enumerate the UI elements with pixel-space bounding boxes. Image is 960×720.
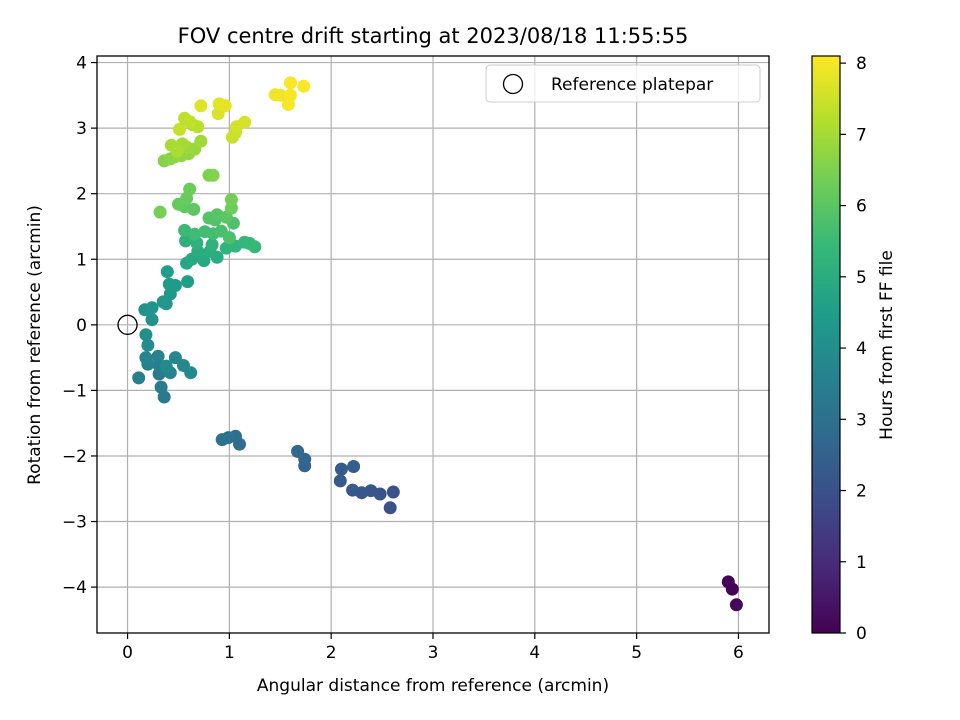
colorbar-tick-label: 2 [856,482,867,502]
colorbar: 0 1 2 3 4 5 6 7 8 Hours from first FF file [811,54,897,644]
legend-box [485,64,761,103]
reference-platepar-marker [117,314,138,335]
data-point [194,99,208,113]
data-point [222,231,236,245]
data-point [159,359,173,373]
x-tick-label: 3 [428,643,439,663]
data-point [168,279,182,292]
data-point [139,328,153,342]
data-point [173,122,186,136]
y-tick-label: −4 [62,578,87,598]
data-point [132,371,146,385]
legend-label: Reference platepar [551,75,713,95]
colorbar-tick-label: 1 [856,553,867,573]
data-point [168,351,182,365]
data-point [145,301,159,315]
legend-reference-marker [502,73,524,95]
x-tick-label: 1 [224,643,235,663]
data-point [346,483,360,497]
colorbar-tick-label: 8 [856,54,867,74]
data-point [141,338,155,352]
data-point [188,227,202,241]
data-point [284,88,297,102]
x-tick-label: 6 [733,643,744,663]
data-point [383,501,397,515]
colorbar-label: Hours from first FF file [877,250,897,440]
legend: Reference platepar [485,64,761,103]
data-point [160,265,174,279]
data-point [179,234,193,248]
grid [97,56,769,633]
colorbar-tick-label: 0 [856,624,867,644]
chart-title: FOV centre drift starting at 2023/08/18 … [178,24,689,48]
y-axis-label: Rotation from reference (arcmin) [25,205,45,485]
data-point [386,485,400,499]
colorbar-tick-label: 7 [856,125,867,145]
colorbar-gradient [812,56,840,633]
y-tick-label: 0 [76,316,87,336]
data-point [224,193,238,207]
x-tick-label: 2 [326,643,337,663]
data-point [183,115,197,129]
y-tick-label: 4 [76,54,87,74]
y-tick-label: 1 [76,250,87,270]
data-point [197,254,211,268]
data-point [181,275,195,289]
y-tick-label: −1 [62,381,87,401]
data-point [154,380,168,394]
x-tick-label: 4 [529,643,540,663]
x-tick-label: 5 [631,643,642,663]
data-point [248,240,262,254]
colorbar-tick-label: 3 [856,410,867,430]
colorbar-tick-label: 5 [856,268,867,288]
data-points [132,76,743,612]
data-point [206,168,220,182]
data-point [273,88,287,102]
x-tick-label: 0 [122,643,133,663]
data-point [157,390,171,404]
y-axis-ticks: −4 −3 −2 −1 0 1 2 3 4 [62,54,97,598]
data-point [194,134,208,148]
colorbar-tick-label: 4 [856,339,867,359]
data-point [334,462,348,476]
data-point [205,238,219,252]
data-point [291,444,305,458]
data-point [333,474,347,488]
y-tick-label: −3 [62,513,87,533]
y-tick-label: 3 [76,119,87,139]
data-point [238,115,252,129]
data-point [145,313,159,327]
data-point [159,297,173,311]
data-point [297,79,311,93]
data-point [139,351,153,365]
data-point [178,223,192,237]
y-tick-label: 2 [76,185,87,205]
data-point [729,598,743,612]
data-point [184,366,198,380]
x-axis-ticks: 0 1 2 3 4 5 6 [122,633,744,663]
colorbar-frame [811,55,841,634]
x-axis-label: Angular distance from reference (arcmin) [257,676,609,696]
data-point [215,433,229,447]
y-tick-label: −2 [62,447,87,467]
data-point [218,99,232,113]
reference-marker-group [117,314,138,335]
data-point [725,582,739,596]
data-point [153,205,167,219]
data-point [151,349,165,363]
colorbar-ticks: 0 1 2 3 4 5 6 7 8 [840,54,867,644]
data-point [284,76,297,90]
colorbar-tick-label: 6 [856,197,867,217]
data-point [170,144,184,158]
data-point [347,460,361,473]
data-point [183,182,197,196]
